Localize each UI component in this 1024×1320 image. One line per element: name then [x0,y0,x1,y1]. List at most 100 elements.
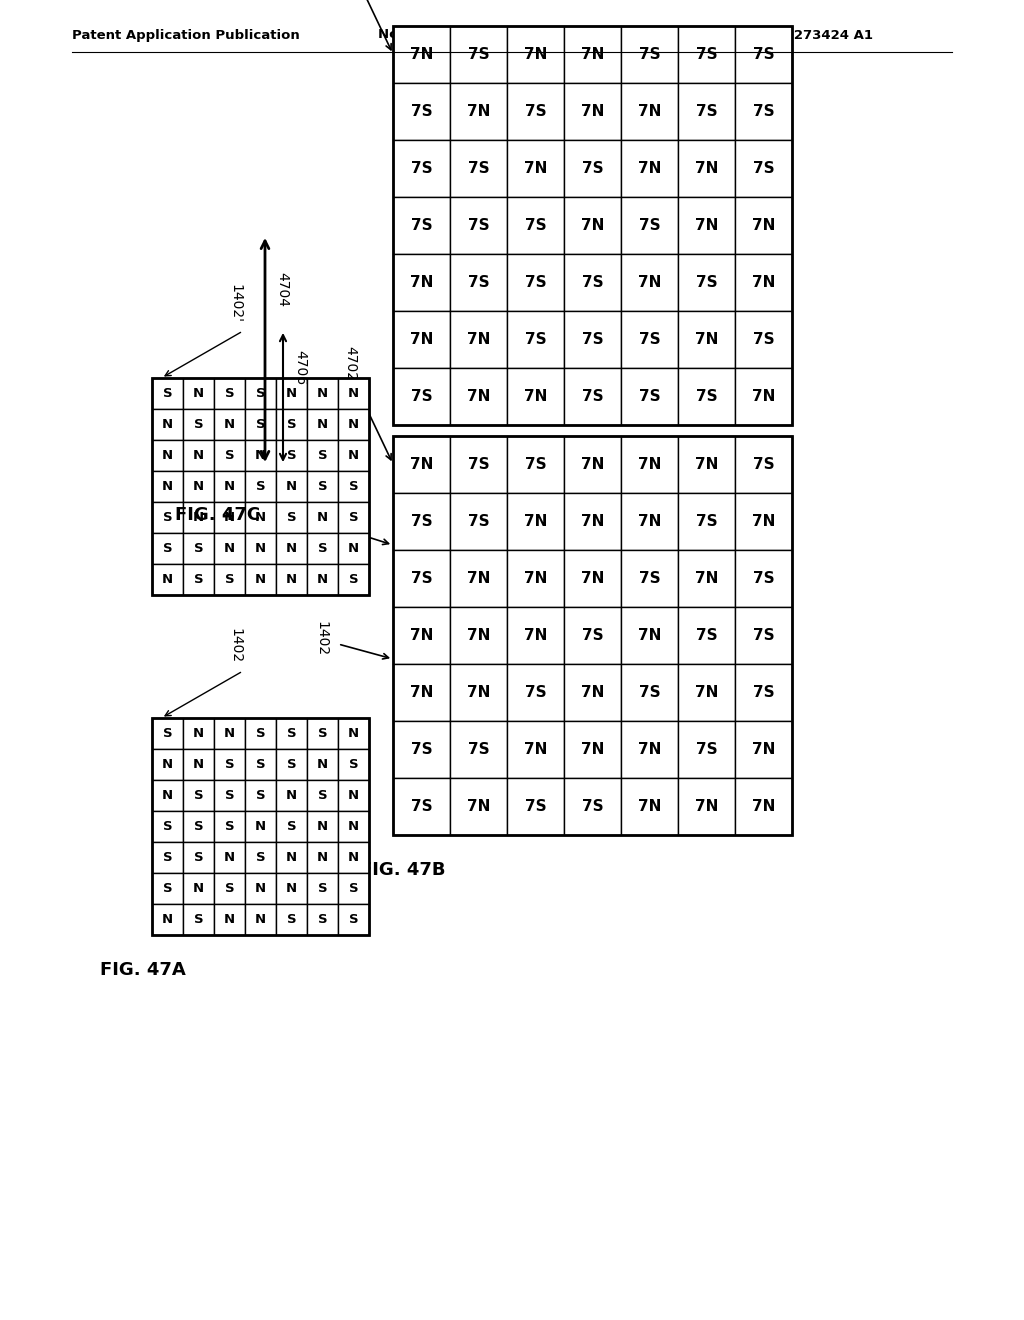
Text: 7N: 7N [581,685,604,700]
Bar [621,607,678,664]
Text: S: S [287,727,296,741]
Bar [450,26,507,83]
Text: N: N [286,480,297,492]
Bar [152,440,183,471]
Text: N: N [193,727,204,741]
Text: 7N: 7N [581,457,604,473]
Bar [507,26,564,83]
Bar [507,253,564,312]
Text: 4706: 4706 [293,350,307,385]
Text: S: S [194,913,204,927]
Text: 7N: 7N [524,389,547,404]
Bar [564,550,621,607]
Text: 7N: 7N [524,48,547,62]
Text: S: S [256,758,265,771]
Bar [245,378,276,409]
Bar [152,842,183,873]
Bar [338,718,369,748]
Text: N: N [317,573,328,586]
Text: 7S: 7S [582,628,603,643]
Bar [393,550,450,607]
Text: 7N: 7N [752,218,775,234]
Text: N: N [193,480,204,492]
Bar [152,718,369,935]
Text: 1402: 1402 [228,628,242,663]
Bar [338,564,369,595]
Text: N: N [286,543,297,554]
Text: N: N [317,820,328,833]
Bar [735,26,792,83]
Bar [393,436,450,492]
Text: 7S: 7S [524,104,547,119]
Text: N: N [286,387,297,400]
Bar [735,721,792,777]
Text: S: S [287,511,296,524]
Bar [450,140,507,197]
Bar [678,140,735,197]
Bar [307,842,338,873]
Bar [183,780,214,810]
Text: S: S [349,511,358,524]
Bar [621,492,678,550]
Text: S: S [349,573,358,586]
Text: S: S [224,789,234,803]
Text: 7N: 7N [581,572,604,586]
Text: 7S: 7S [582,275,603,290]
Text: 7N: 7N [695,799,718,814]
Bar [338,780,369,810]
Text: N: N [348,820,359,833]
Bar [393,26,450,83]
Bar [621,368,678,425]
Bar [183,471,214,502]
Text: S: S [287,913,296,927]
Bar [183,409,214,440]
Text: 7S: 7S [468,513,489,529]
Bar [307,502,338,533]
Text: N: N [224,543,236,554]
Text: 7N: 7N [638,161,662,176]
Bar [152,873,183,904]
Bar [735,664,792,721]
Bar [338,748,369,780]
Bar [450,664,507,721]
Bar [276,533,307,564]
Bar [735,312,792,368]
Bar [450,83,507,140]
Bar [245,873,276,904]
Text: 7N: 7N [467,389,490,404]
Text: N: N [162,480,173,492]
Bar [564,253,621,312]
Bar [152,378,183,409]
Text: S: S [256,789,265,803]
Bar [307,378,338,409]
Text: 7N: 7N [695,685,718,700]
Text: 7S: 7S [753,333,774,347]
Text: 7N: 7N [638,742,662,756]
Text: 7S: 7S [468,218,489,234]
Text: N: N [317,511,328,524]
Bar [307,718,338,748]
Text: S: S [163,511,172,524]
Text: S: S [317,727,328,741]
Text: 7N: 7N [467,333,490,347]
Bar [393,83,450,140]
Bar [276,904,307,935]
Bar [507,721,564,777]
Text: N: N [286,882,297,895]
Bar [393,253,450,312]
Bar [214,718,245,748]
Text: S: S [287,449,296,462]
Text: N: N [348,449,359,462]
Bar [393,197,450,253]
Text: 7S: 7S [411,513,432,529]
Text: Nov. 5, 2009   Sheet 56 of 61: Nov. 5, 2009 Sheet 56 of 61 [378,29,594,41]
Bar [735,492,792,550]
Bar [245,471,276,502]
Text: N: N [224,511,236,524]
Text: S: S [349,480,358,492]
Bar [214,533,245,564]
Bar [678,777,735,836]
Text: 7S: 7S [468,742,489,756]
Bar [393,312,450,368]
Bar [338,904,369,935]
